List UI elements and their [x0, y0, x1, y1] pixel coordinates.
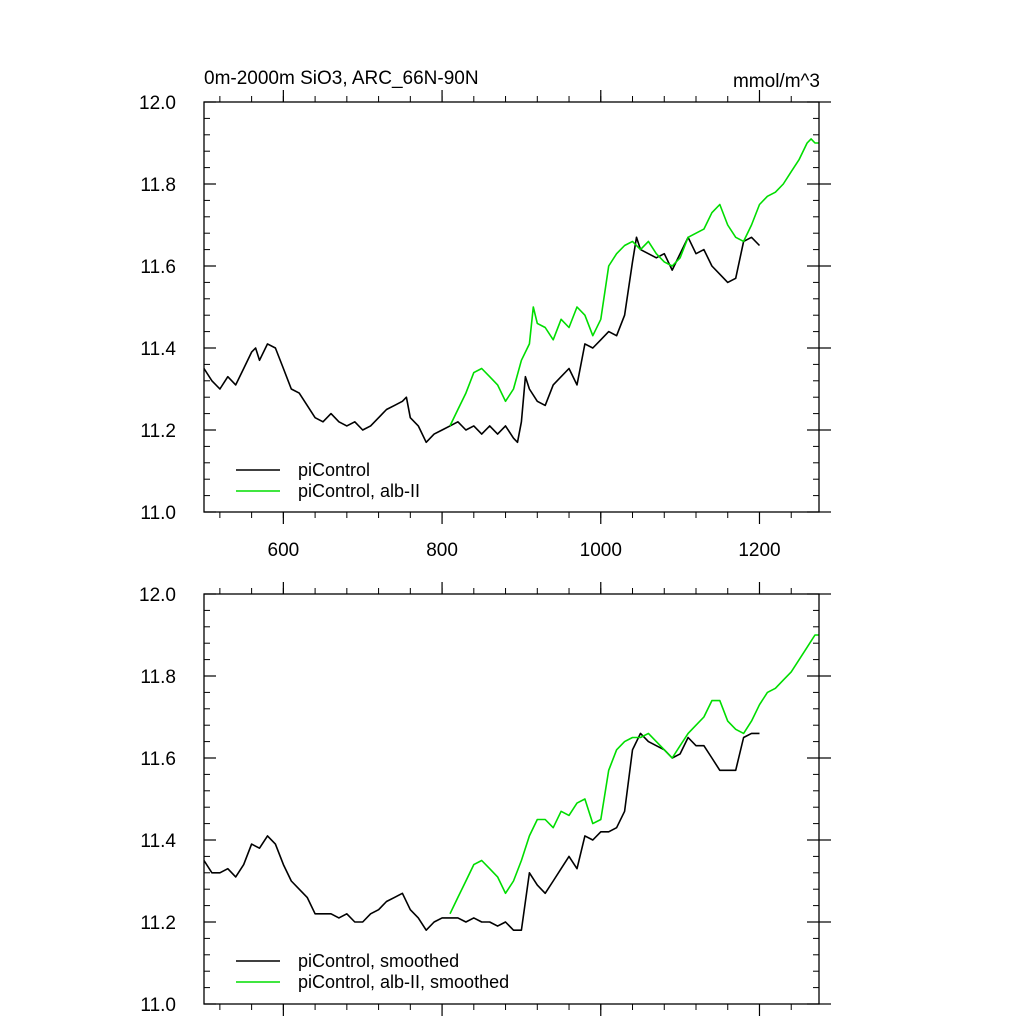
chart-units: mmol/m^3 [733, 71, 820, 92]
legend: piControl, smoothed piControl, alb-II, s… [236, 951, 509, 992]
plot-frame [203, 593, 820, 1005]
x-tick-label: 800 [426, 540, 458, 561]
y-tick-label: 12.0 [139, 93, 176, 114]
legend: piControl piControl, alb-II [236, 460, 420, 501]
legend-label-1: piControl, alb-II [298, 481, 420, 501]
plot-frame [203, 101, 820, 513]
y-tick-label: 11.0 [140, 503, 176, 524]
series-line-0 [203, 236, 761, 444]
series-line-1 [449, 634, 819, 915]
axis-ticks: 11.0 11.2 11.4 11.6 11.8 12.0 [139, 582, 831, 1016]
axis-ticks: 11.0 11.2 11.4 11.6 11.8 12.0 600 800 1000 1200 [139, 90, 831, 561]
series-lines [203, 634, 819, 932]
legend-label-0: piControl [298, 460, 370, 480]
y-tick-label: 11.2 [140, 421, 176, 442]
legend-label-1: piControl, alb-II, smoothed [298, 972, 509, 992]
x-tick-label: 1200 [738, 540, 780, 561]
legend-label-0: piControl, smoothed [298, 951, 459, 971]
series-line-1 [449, 138, 819, 427]
y-tick-label: 11.6 [140, 257, 176, 278]
x-tick-label: 600 [268, 540, 300, 561]
series-lines [203, 138, 819, 444]
y-tick-label: 11.8 [140, 175, 176, 196]
chart-panel-bottom: 11.0 11.2 11.4 11.6 11.8 12.0 piControl, smoo… [139, 582, 831, 1016]
y-tick-label: 11.4 [140, 339, 176, 360]
chart-panel-top: 0m-2000m SiO3, ARC_66N-90N mmol/m^3 11.0… [139, 68, 831, 561]
x-tick-label: 1000 [580, 540, 622, 561]
y-tick-label: 11.0 [140, 995, 176, 1016]
chart-title: 0m-2000m SiO3, ARC_66N-90N [204, 68, 479, 89]
y-tick-label: 12.0 [139, 585, 176, 606]
y-tick-label: 11.4 [140, 831, 176, 852]
y-tick-label: 11.2 [140, 913, 176, 934]
y-tick-label: 11.8 [140, 667, 176, 688]
series-line-0 [203, 732, 760, 932]
y-tick-label: 11.6 [140, 749, 176, 770]
